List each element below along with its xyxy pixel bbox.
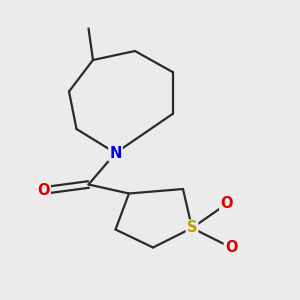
- Text: O: O: [225, 240, 237, 255]
- Text: N: N: [109, 146, 122, 160]
- Text: O: O: [37, 183, 50, 198]
- Text: O: O: [220, 196, 233, 211]
- Text: S: S: [187, 220, 197, 236]
